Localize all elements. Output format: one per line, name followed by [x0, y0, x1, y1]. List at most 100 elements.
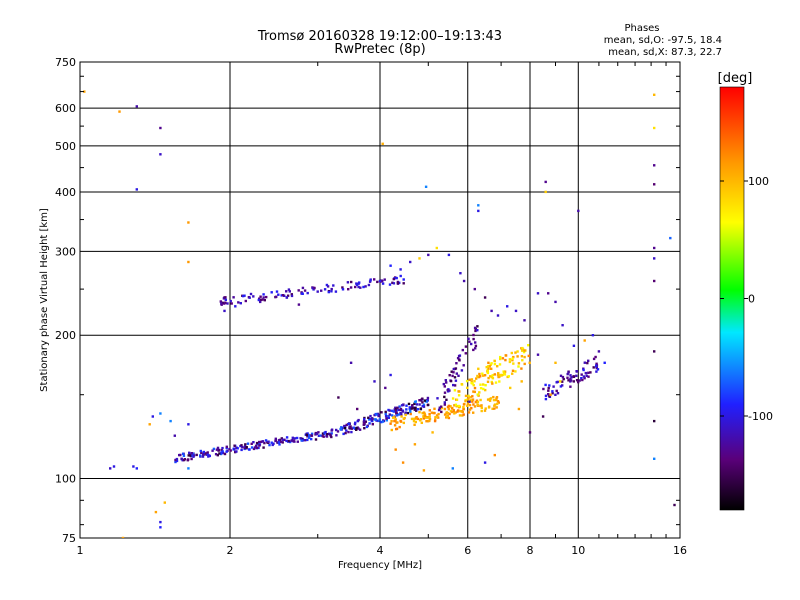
data-point: [456, 410, 459, 413]
data-point: [473, 386, 477, 390]
data-point: [187, 423, 190, 426]
data-point: [223, 302, 226, 305]
data-point: [497, 372, 500, 375]
data-point: [373, 278, 376, 281]
data-point: [380, 279, 383, 282]
data-point: [306, 435, 309, 438]
data-point: [109, 467, 112, 470]
data-point: [414, 420, 417, 424]
data-point: [487, 367, 490, 370]
data-point: [404, 413, 407, 417]
data-point: [442, 382, 445, 386]
data-point: [300, 439, 303, 442]
data-point: [398, 281, 401, 284]
data-point: [594, 355, 597, 359]
data-point: [296, 440, 299, 443]
data-point: [341, 288, 345, 291]
data-point: [653, 419, 656, 423]
data-point: [220, 451, 223, 454]
data-point: [587, 359, 590, 362]
data-point: [462, 403, 466, 406]
data-point: [407, 402, 411, 406]
data-point: [350, 280, 353, 284]
data-point: [290, 293, 293, 296]
data-point: [330, 429, 333, 432]
data-point: [492, 395, 495, 399]
data-point: [477, 204, 480, 207]
data-point: [174, 460, 177, 464]
stats-x-mode: mean, sd,X: 87.3, 22.7: [608, 47, 722, 58]
data-point: [381, 282, 385, 285]
data-point: [364, 285, 367, 288]
y-tick-label: 750: [55, 56, 76, 69]
data-point: [514, 309, 518, 313]
data-point: [521, 346, 524, 350]
data-point: [154, 510, 158, 514]
data-point: [236, 447, 239, 450]
data-point: [578, 379, 581, 382]
y-tick-label: 500: [55, 140, 76, 153]
data-point: [482, 383, 485, 386]
data-point: [575, 379, 579, 382]
data-point: [582, 368, 585, 372]
data-point: [148, 423, 151, 426]
data-point: [498, 380, 501, 383]
data-point: [426, 396, 430, 400]
data-point: [174, 458, 177, 462]
data-point: [317, 434, 321, 437]
data-point: [479, 383, 482, 386]
data-point: [527, 354, 530, 358]
data-point: [595, 370, 598, 373]
data-point: [454, 403, 458, 406]
data-point: [376, 280, 379, 284]
data-point: [411, 404, 414, 407]
data-point: [303, 289, 307, 292]
data-point: [506, 305, 509, 308]
data-point: [482, 374, 485, 377]
data-point: [347, 423, 351, 426]
data-point: [458, 359, 461, 362]
data-point: [310, 432, 314, 435]
x-tick-label: 1: [77, 544, 84, 557]
data-point: [424, 414, 427, 417]
data-point: [474, 344, 478, 348]
data-point: [450, 407, 454, 410]
data-point: [474, 341, 477, 344]
y-tick-label: 400: [55, 186, 76, 199]
data-point: [447, 408, 450, 411]
data-point: [378, 418, 381, 421]
data-point: [359, 286, 362, 289]
data-point: [575, 374, 578, 377]
data-point: [498, 363, 502, 366]
data-point: [369, 414, 372, 418]
data-point: [395, 411, 398, 414]
data-point: [384, 414, 388, 418]
data-point: [334, 290, 338, 293]
data-point: [487, 376, 490, 380]
data-point: [358, 428, 362, 431]
data-point: [464, 399, 467, 403]
data-point: [490, 309, 493, 313]
data-point: [395, 427, 399, 430]
data-point: [267, 440, 270, 443]
data-point: [329, 433, 332, 436]
data-point: [262, 293, 265, 296]
data-point: [478, 391, 481, 394]
data-point: [400, 415, 403, 418]
data-point: [584, 371, 587, 375]
data-point: [461, 348, 464, 352]
data-point: [221, 446, 224, 450]
data-point: [399, 407, 403, 411]
data-point: [309, 434, 313, 437]
data-point: [567, 379, 570, 382]
data-point: [421, 401, 424, 404]
data-point: [452, 367, 455, 371]
data-point: [462, 405, 465, 409]
data-point: [461, 414, 464, 417]
data-point: [554, 393, 557, 396]
data-point: [452, 371, 455, 374]
data-point: [339, 427, 342, 431]
data-point: [189, 454, 192, 457]
data-point: [243, 446, 247, 450]
data-point: [402, 282, 405, 285]
